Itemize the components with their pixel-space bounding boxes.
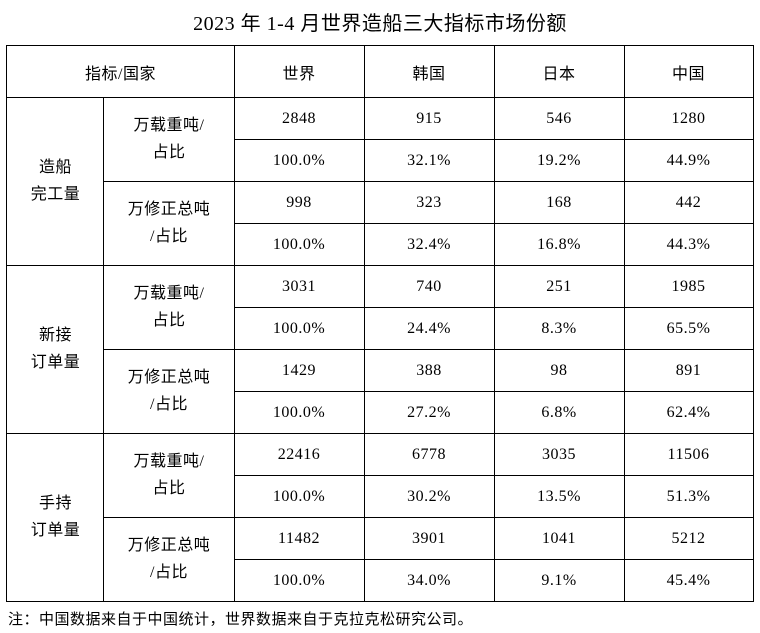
metric-label-cell: 万载重吨/ 占比 (103, 97, 235, 182)
page-title: 2023 年 1-4 月世界造船三大指标市场份额 (193, 13, 567, 35)
table-row: 新接 订单量 万载重吨/ 占比 3031 740 251 1985 (6, 265, 754, 434)
table-row: 100.0% 27.2% 6.8% 62.4% (7, 391, 754, 434)
table-row: 万修正总吨 /占比 11482 3901 1041 5212 (7, 517, 754, 602)
share-cell: 100.0% (233, 139, 365, 182)
share-cell: 13.5% (493, 475, 625, 518)
share-cell: 100.0% (233, 391, 365, 434)
table-row: 100.0% 32.4% 16.8% 44.3% (7, 223, 754, 266)
value-cell: 891 (623, 349, 754, 392)
share-cell: 19.2% (493, 139, 625, 182)
table-row: 100.0% 24.4% 8.3% 65.5% (7, 307, 754, 350)
share-cell: 32.4% (363, 223, 495, 266)
group-label-cell: 手持 订单量 (6, 433, 105, 602)
table-row: 手持 订单量 万载重吨/ 占比 22416 6778 3035 11506 (6, 433, 754, 602)
market-share-table: 指标/国家 世界 韩国 日本 中国 造船 完工量 万载重吨/ 占比 2848 9… (6, 45, 754, 602)
share-cell: 45.4% (623, 559, 754, 602)
share-cell: 30.2% (363, 475, 495, 518)
share-cell: 62.4% (623, 391, 754, 434)
value-cell: 98 (493, 349, 625, 392)
value-cell: 11482 (233, 517, 365, 560)
value-cell: 1985 (623, 265, 754, 308)
column-header-china: 中国 (623, 45, 754, 98)
share-cell: 100.0% (233, 559, 365, 602)
value-cell: 22416 (233, 433, 365, 476)
share-cell: 51.3% (623, 475, 754, 518)
value-cell: 388 (363, 349, 495, 392)
column-header-world: 世界 (233, 45, 365, 98)
metric-label-cell: 万修正总吨 /占比 (103, 181, 235, 266)
share-cell: 34.0% (363, 559, 495, 602)
share-cell: 24.4% (363, 307, 495, 350)
header-row: 指标/国家 世界 韩国 日本 中国 (6, 45, 754, 98)
value-cell: 915 (363, 97, 495, 140)
value-cell: 3035 (493, 433, 625, 476)
value-cell: 1280 (623, 97, 754, 140)
value-cell: 11506 (623, 433, 754, 476)
share-cell: 6.8% (493, 391, 625, 434)
share-cell: 8.3% (493, 307, 625, 350)
share-cell: 100.0% (233, 475, 365, 518)
share-cell: 27.2% (363, 391, 495, 434)
table-row: 100.0% 30.2% 13.5% 51.3% (7, 475, 754, 518)
metric-label-cell: 万载重吨/ 占比 (103, 265, 235, 350)
column-header-japan: 日本 (493, 45, 625, 98)
metric-label-cell: 万载重吨/ 占比 (103, 433, 235, 518)
share-cell: 100.0% (233, 307, 365, 350)
metric-label-cell: 万修正总吨 /占比 (103, 517, 235, 602)
table-row: 100.0% 34.0% 9.1% 45.4% (7, 559, 754, 602)
value-cell: 1041 (493, 517, 625, 560)
value-cell: 3031 (233, 265, 365, 308)
table-row: 造船 完工量 万载重吨/ 占比 2848 915 546 1280 (6, 97, 754, 266)
value-cell: 2848 (233, 97, 365, 140)
share-cell: 9.1% (493, 559, 625, 602)
value-cell: 998 (233, 181, 365, 224)
value-cell: 323 (363, 181, 495, 224)
value-cell: 546 (493, 97, 625, 140)
column-header-korea: 韩国 (363, 45, 495, 98)
group-label-cell: 造船 完工量 (6, 97, 105, 266)
value-cell: 442 (623, 181, 754, 224)
table-row: 万修正总吨 /占比 998 323 168 442 (7, 181, 754, 266)
share-cell: 65.5% (623, 307, 754, 350)
group-label-cell: 新接 订单量 (6, 265, 105, 434)
value-cell: 1429 (233, 349, 365, 392)
share-cell: 44.3% (623, 223, 754, 266)
share-cell: 100.0% (233, 223, 365, 266)
value-cell: 168 (493, 181, 625, 224)
share-cell: 44.9% (623, 139, 754, 182)
value-cell: 6778 (363, 433, 495, 476)
table-row: 100.0% 32.1% 19.2% 44.9% (7, 139, 754, 182)
value-cell: 251 (493, 265, 625, 308)
table-row: 万修正总吨 /占比 1429 388 98 891 (7, 349, 754, 434)
metric-label-cell: 万修正总吨 /占比 (103, 349, 235, 434)
share-cell: 16.8% (493, 223, 625, 266)
value-cell: 5212 (623, 517, 754, 560)
footnote: 注：中国数据来自于中国统计，世界数据来自于克拉克松研究公司。 (8, 612, 474, 628)
value-cell: 3901 (363, 517, 495, 560)
corner-header-cell: 指标/国家 (6, 45, 235, 98)
share-cell: 32.1% (363, 139, 495, 182)
value-cell: 740 (363, 265, 495, 308)
